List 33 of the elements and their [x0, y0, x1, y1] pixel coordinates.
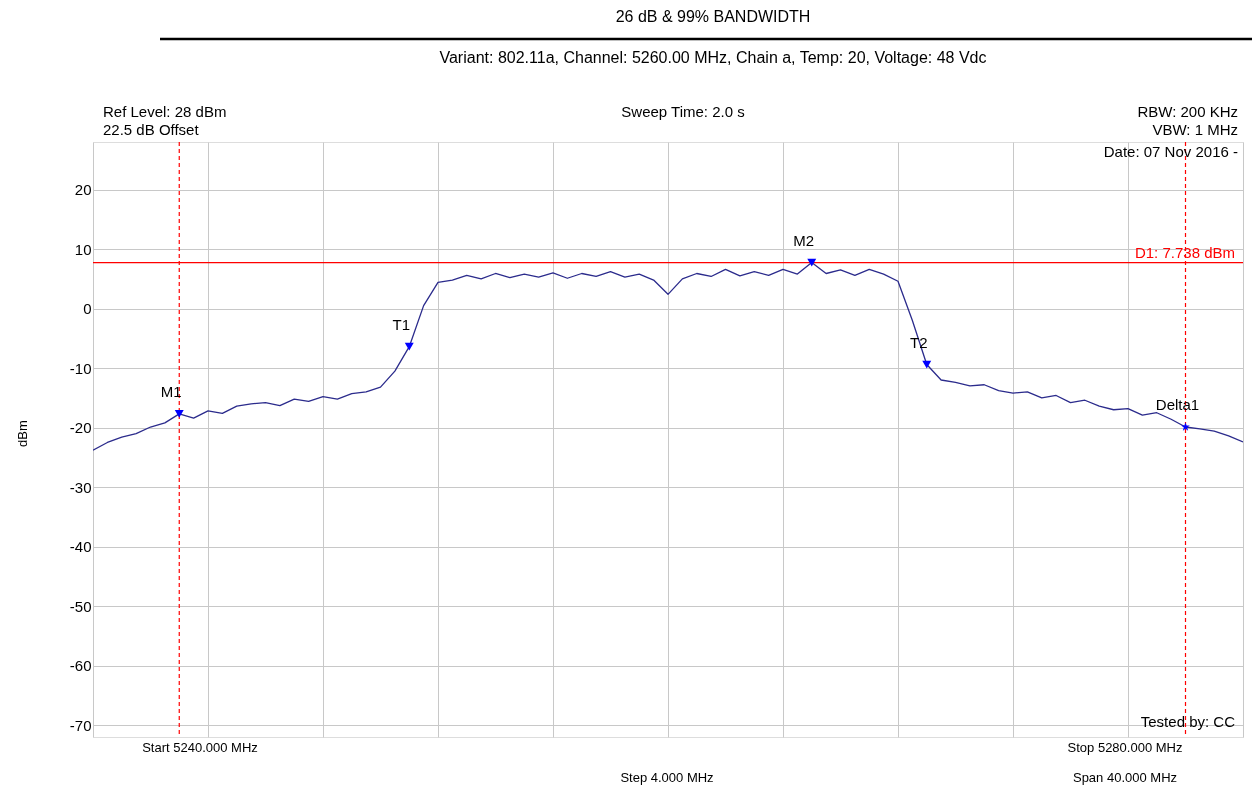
y-tick-label: -20	[69, 419, 92, 437]
point	[922, 360, 932, 369]
chart-subtitle: Variant: 802.11a, Channel: 5260.00 MHz, Chain a, Temp: 20, Voltage: 48 Vdc	[439, 49, 987, 66]
text: Stop 5280.000 MHz	[1067, 740, 1183, 755]
text: Span 40.000 MHz	[1072, 770, 1178, 785]
point	[174, 410, 184, 418]
y-tick-label: -10	[69, 359, 92, 377]
y-tick-label: -50	[69, 597, 92, 615]
annotation: Date: 07 Nov 2016 -	[1103, 143, 1238, 160]
series-label: Delta1	[1155, 396, 1200, 414]
y-tick-label: -30	[69, 478, 92, 496]
y-tick-label: 20	[74, 181, 92, 199]
text: RBW: 200 KHz	[1137, 103, 1238, 120]
y-tick-label: -60	[69, 657, 92, 675]
text: Start 5240.000 MHz	[142, 740, 258, 755]
point	[404, 342, 414, 351]
y-tick-label: -40	[69, 538, 92, 556]
text: Ref Level: 28 dBm	[103, 103, 227, 120]
annotation: Tested by: CC	[1140, 713, 1236, 730]
chart-title: 26 dB & 99% BANDWIDTH	[615, 8, 811, 25]
series-label: M2	[793, 231, 815, 249]
ref-line-label: D1: 7.738 dBm	[1134, 243, 1235, 261]
y-tick-label: 0	[83, 300, 92, 318]
text: Sweep Time: 2.0 s	[621, 103, 745, 120]
y-tick-label: 10	[74, 240, 92, 258]
y-tick-label: -70	[69, 716, 92, 734]
series-label: T1	[392, 315, 411, 333]
y-axis-title: dBm	[15, 420, 30, 447]
text: Step 4.000 MHz	[620, 770, 714, 785]
text: VBW: 1 MHz	[1152, 121, 1238, 138]
text: 22.5 dB Offset	[103, 121, 200, 138]
point	[807, 258, 817, 267]
series-label: M1	[160, 382, 182, 400]
